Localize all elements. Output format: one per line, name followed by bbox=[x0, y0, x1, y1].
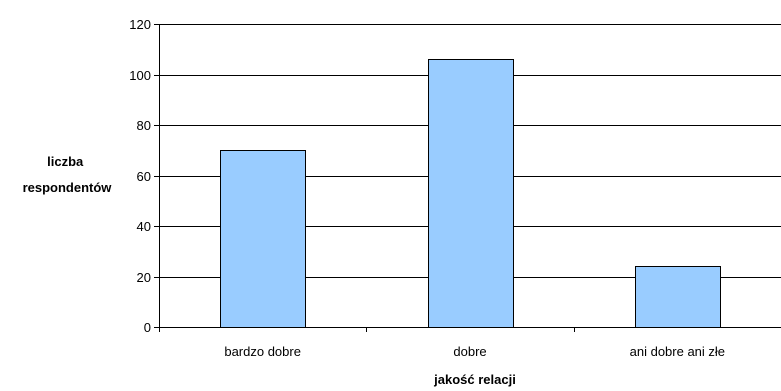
x-tick-labels: bardzo dobre dobre ani dobre ani złe bbox=[224, 344, 725, 359]
bar-2 bbox=[635, 266, 721, 328]
bar-1 bbox=[428, 59, 514, 328]
y-tick-labels: 0 20 40 60 80 100 120 bbox=[129, 17, 151, 335]
y-tick-label: 20 bbox=[137, 270, 151, 285]
bars bbox=[220, 59, 721, 328]
x-tick-label: dobre bbox=[453, 344, 486, 359]
y-tick-label: 80 bbox=[137, 118, 151, 133]
x-tick-label: bardzo dobre bbox=[224, 344, 301, 359]
x-tick-label: ani dobre ani złe bbox=[630, 344, 725, 359]
y-tick-label: 100 bbox=[129, 68, 151, 83]
axes bbox=[154, 24, 781, 332]
y-axis-title: liczba respondentów bbox=[23, 154, 113, 195]
y-tick-label: 40 bbox=[137, 219, 151, 234]
y-tick-label: 120 bbox=[129, 17, 151, 32]
y-tick-label: 60 bbox=[137, 169, 151, 184]
x-axis-title: jakość relacji bbox=[433, 372, 516, 387]
bar-0 bbox=[220, 150, 306, 328]
y-axis-title-line-1: liczba bbox=[47, 154, 84, 169]
y-tick-label: 0 bbox=[144, 320, 151, 335]
y-axis-title-line-2: respondentów bbox=[23, 180, 113, 195]
